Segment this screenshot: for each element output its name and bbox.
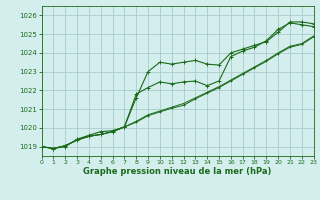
X-axis label: Graphe pression niveau de la mer (hPa): Graphe pression niveau de la mer (hPa) [84,167,272,176]
